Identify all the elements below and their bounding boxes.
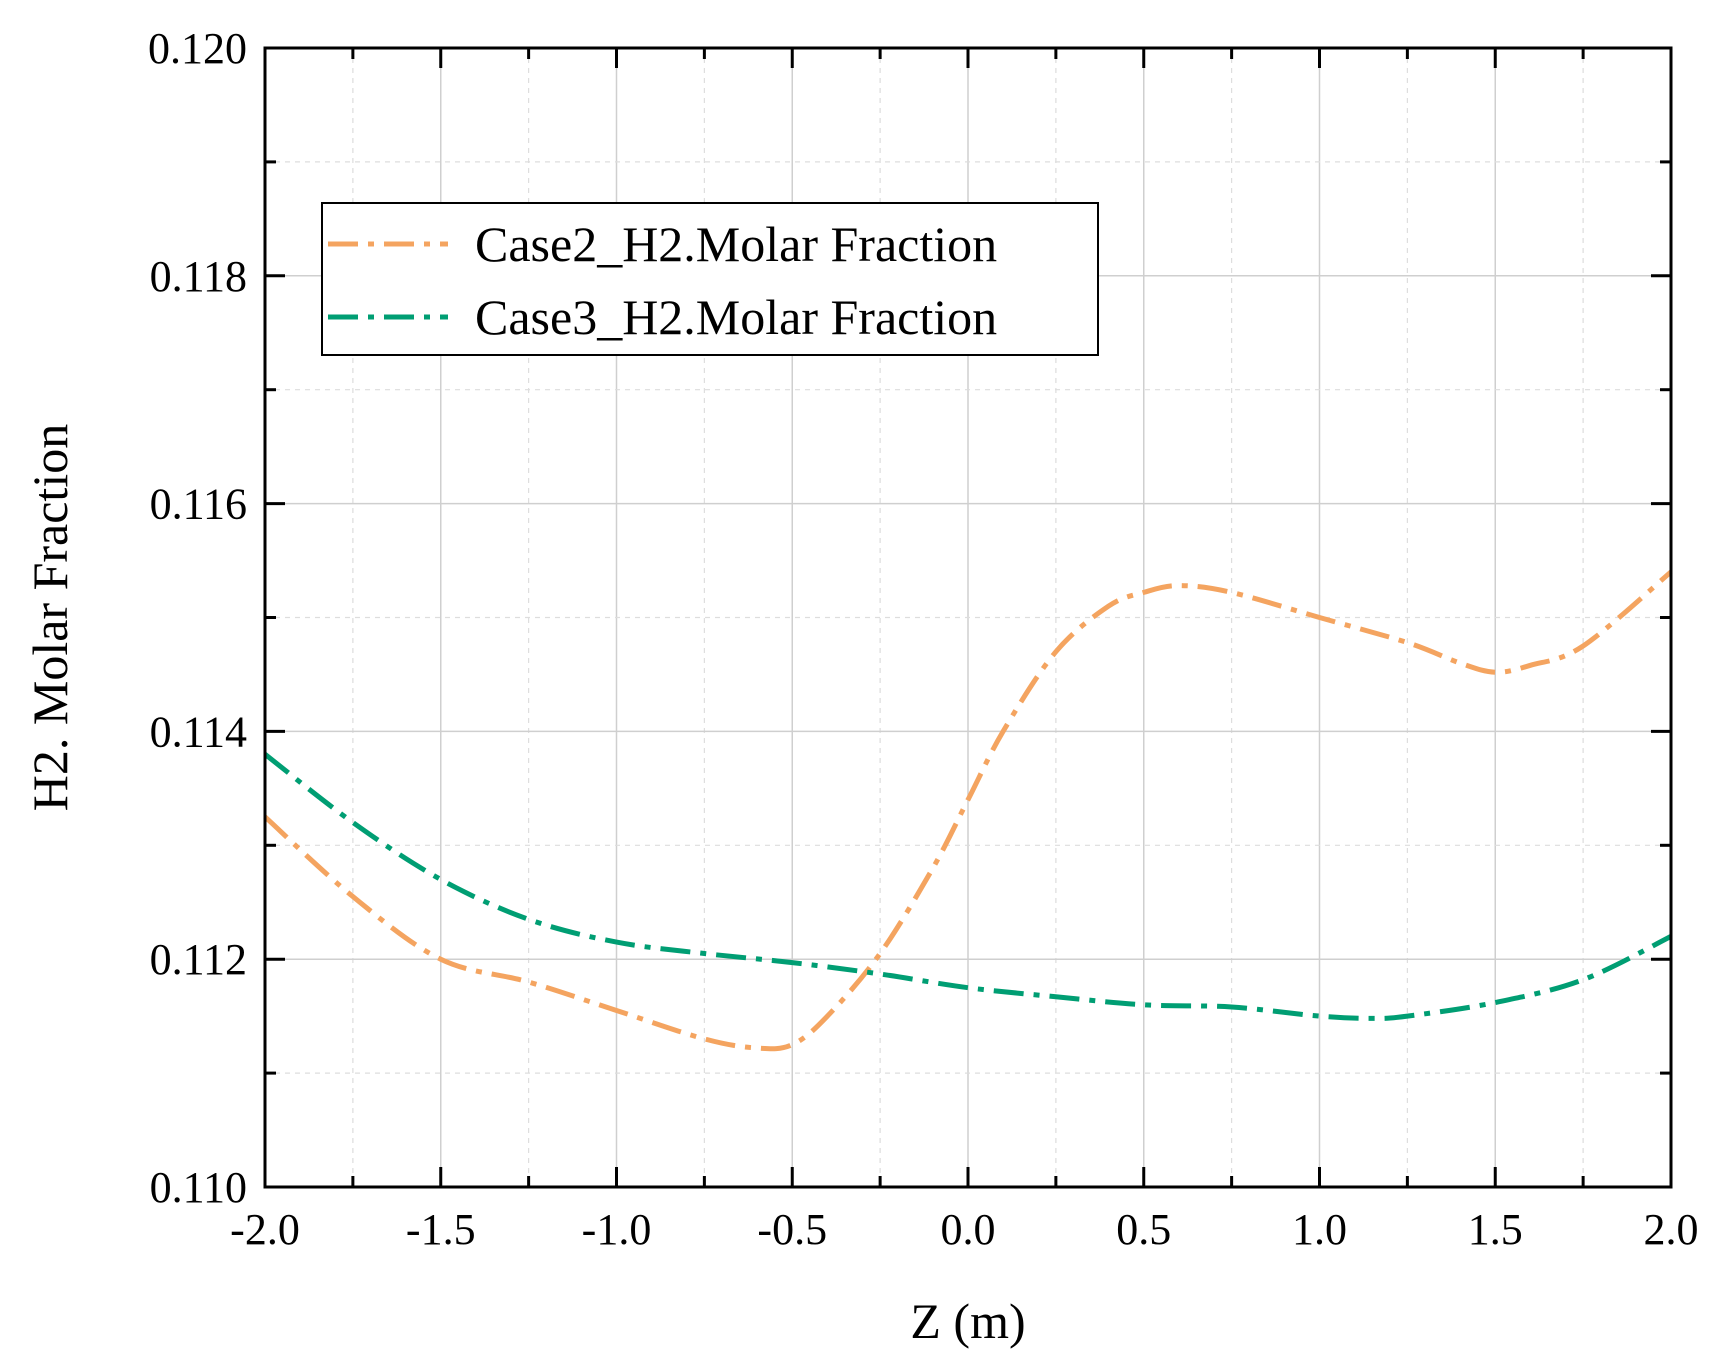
series-line-case2 [263, 569, 1673, 1052]
y-tick-label: 0.114 [150, 707, 247, 756]
legend-label-case2: Case2_H2.Molar Fraction [475, 216, 997, 272]
y-tick-label: 0.112 [150, 935, 247, 984]
x-tick-labels: -2.0 -1.5 -1.0 -0.5 0.0 0.5 1.0 1.5 2.0 [230, 1205, 1698, 1254]
series-line-case3 [263, 752, 1673, 1021]
x-tick-label: 1.5 [1468, 1205, 1523, 1254]
legend-label-case3: Case3_H2.Molar Fraction [475, 289, 997, 345]
y-tick-label: 0.110 [150, 1163, 247, 1212]
legend-box [321, 202, 1099, 356]
y-axis-title: H2. Molar Fraction [22, 424, 78, 811]
x-tick-label: -1.5 [406, 1205, 476, 1254]
y-tick-label: 0.120 [148, 24, 247, 73]
y-tick-label: 0.116 [150, 480, 247, 529]
x-tick-label: -0.5 [757, 1205, 827, 1254]
x-tick-label: 0.0 [941, 1205, 996, 1254]
x-tick-label: -2.0 [230, 1205, 300, 1254]
series-lines [263, 569, 1673, 1052]
y-tick-labels: 0.110 0.112 0.114 0.116 0.118 0.120 [148, 24, 247, 1212]
x-tick-label: 0.5 [1116, 1205, 1171, 1254]
y-tick-label: 0.118 [150, 252, 247, 301]
legend: Case2_H2.Molar Fraction Case3_H2.Molar F… [321, 202, 1099, 356]
axis-ticks [263, 46, 1673, 1189]
x-axis-title: Z (m) [910, 1293, 1025, 1349]
x-tick-label: 1.0 [1292, 1205, 1347, 1254]
x-tick-label: -1.0 [582, 1205, 652, 1254]
x-tick-label: 2.0 [1644, 1205, 1699, 1254]
